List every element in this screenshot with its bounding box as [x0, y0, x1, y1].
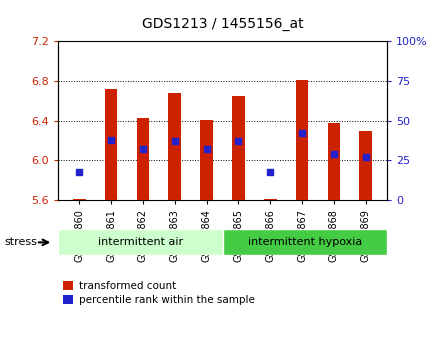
- Bar: [264, 199, 277, 200]
- Text: intermittent hypoxia: intermittent hypoxia: [248, 237, 362, 247]
- Bar: [137, 118, 149, 200]
- Point: [139, 147, 146, 152]
- Point: [299, 131, 306, 136]
- Bar: [232, 96, 245, 200]
- Text: intermittent air: intermittent air: [97, 237, 183, 247]
- Point: [76, 169, 83, 174]
- Point: [330, 151, 337, 157]
- Bar: [168, 93, 181, 200]
- Point: [235, 139, 242, 144]
- Bar: [105, 89, 117, 200]
- Point: [171, 139, 178, 144]
- Point: [203, 147, 210, 152]
- Bar: [200, 120, 213, 200]
- Bar: [58, 229, 222, 255]
- Bar: [296, 80, 308, 200]
- Text: stress: stress: [4, 237, 37, 247]
- Bar: [73, 199, 85, 200]
- Bar: [222, 229, 387, 255]
- Bar: [360, 131, 372, 200]
- Point: [362, 155, 369, 160]
- Text: GDS1213 / 1455156_at: GDS1213 / 1455156_at: [142, 17, 303, 31]
- Point: [108, 137, 115, 142]
- Bar: [328, 123, 340, 200]
- Legend: transformed count, percentile rank within the sample: transformed count, percentile rank withi…: [63, 281, 255, 305]
- Point: [267, 169, 274, 174]
